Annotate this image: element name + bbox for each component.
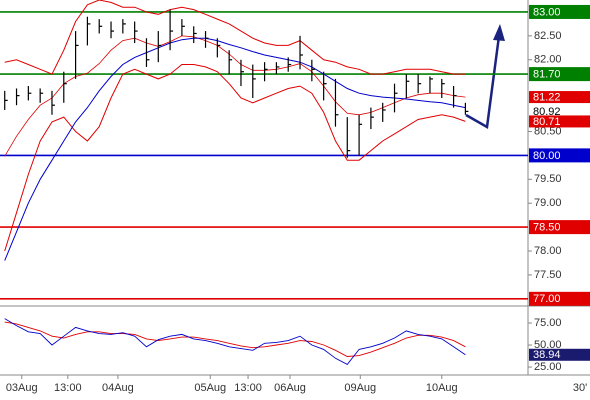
level-label-box (529, 148, 590, 163)
x-tick-label: 05Aug (194, 382, 226, 394)
rsi-label-box (529, 348, 590, 361)
timeframe-label: 30' (573, 382, 587, 394)
x-tick-label: 10Aug (426, 382, 458, 394)
rsi-tick-label: 25.00 (534, 361, 562, 373)
rsi-line (4, 318, 466, 365)
level-label: 78.50 (533, 222, 561, 234)
band-middle (4, 35, 466, 157)
level-label: 83.00 (533, 6, 561, 18)
x-tick-label: 09Aug (344, 382, 376, 394)
level-label-box (529, 220, 590, 235)
y-tick-label: 79.00 (534, 197, 562, 209)
rsi-label: 38.94 (533, 349, 561, 361)
price-label-box (529, 105, 590, 118)
x-tick-label: 13:00 (234, 382, 262, 394)
y-tick-label: 80.50 (534, 125, 562, 137)
y-tick-label: 78.00 (534, 245, 562, 257)
y-tick-label: 82.50 (534, 30, 562, 42)
projection-arrow (465, 24, 505, 130)
moving-average (4, 37, 466, 261)
x-tick-label: 03Aug (6, 382, 38, 394)
price-label-box (529, 91, 590, 104)
rsi-tick-label: 75.00 (534, 317, 562, 329)
level-label: 80.00 (533, 150, 561, 162)
price-label: 81.22 (533, 91, 561, 103)
level-label-box (529, 4, 590, 19)
level-label: 77.00 (533, 293, 561, 305)
y-tick-label: 77.50 (534, 269, 562, 281)
x-tick-label: 13:00 (54, 382, 82, 394)
level-label-box (529, 291, 590, 306)
price-label: 80.71 (533, 116, 561, 128)
x-tick-label: 06Aug (274, 382, 306, 394)
y-tick-label: 82.00 (534, 54, 562, 66)
band-upper (4, 0, 466, 75)
y-tick-label: 79.50 (534, 173, 562, 185)
rsi-tick-label: 50.00 (534, 339, 562, 351)
price-label-box (529, 115, 590, 128)
x-tick-label: 04Aug (102, 382, 134, 394)
level-label-box (529, 67, 590, 82)
level-label: 81.70 (533, 69, 561, 81)
price-label: 80.92 (533, 106, 561, 118)
rsi-signal (4, 321, 466, 357)
band-lower (4, 64, 466, 252)
